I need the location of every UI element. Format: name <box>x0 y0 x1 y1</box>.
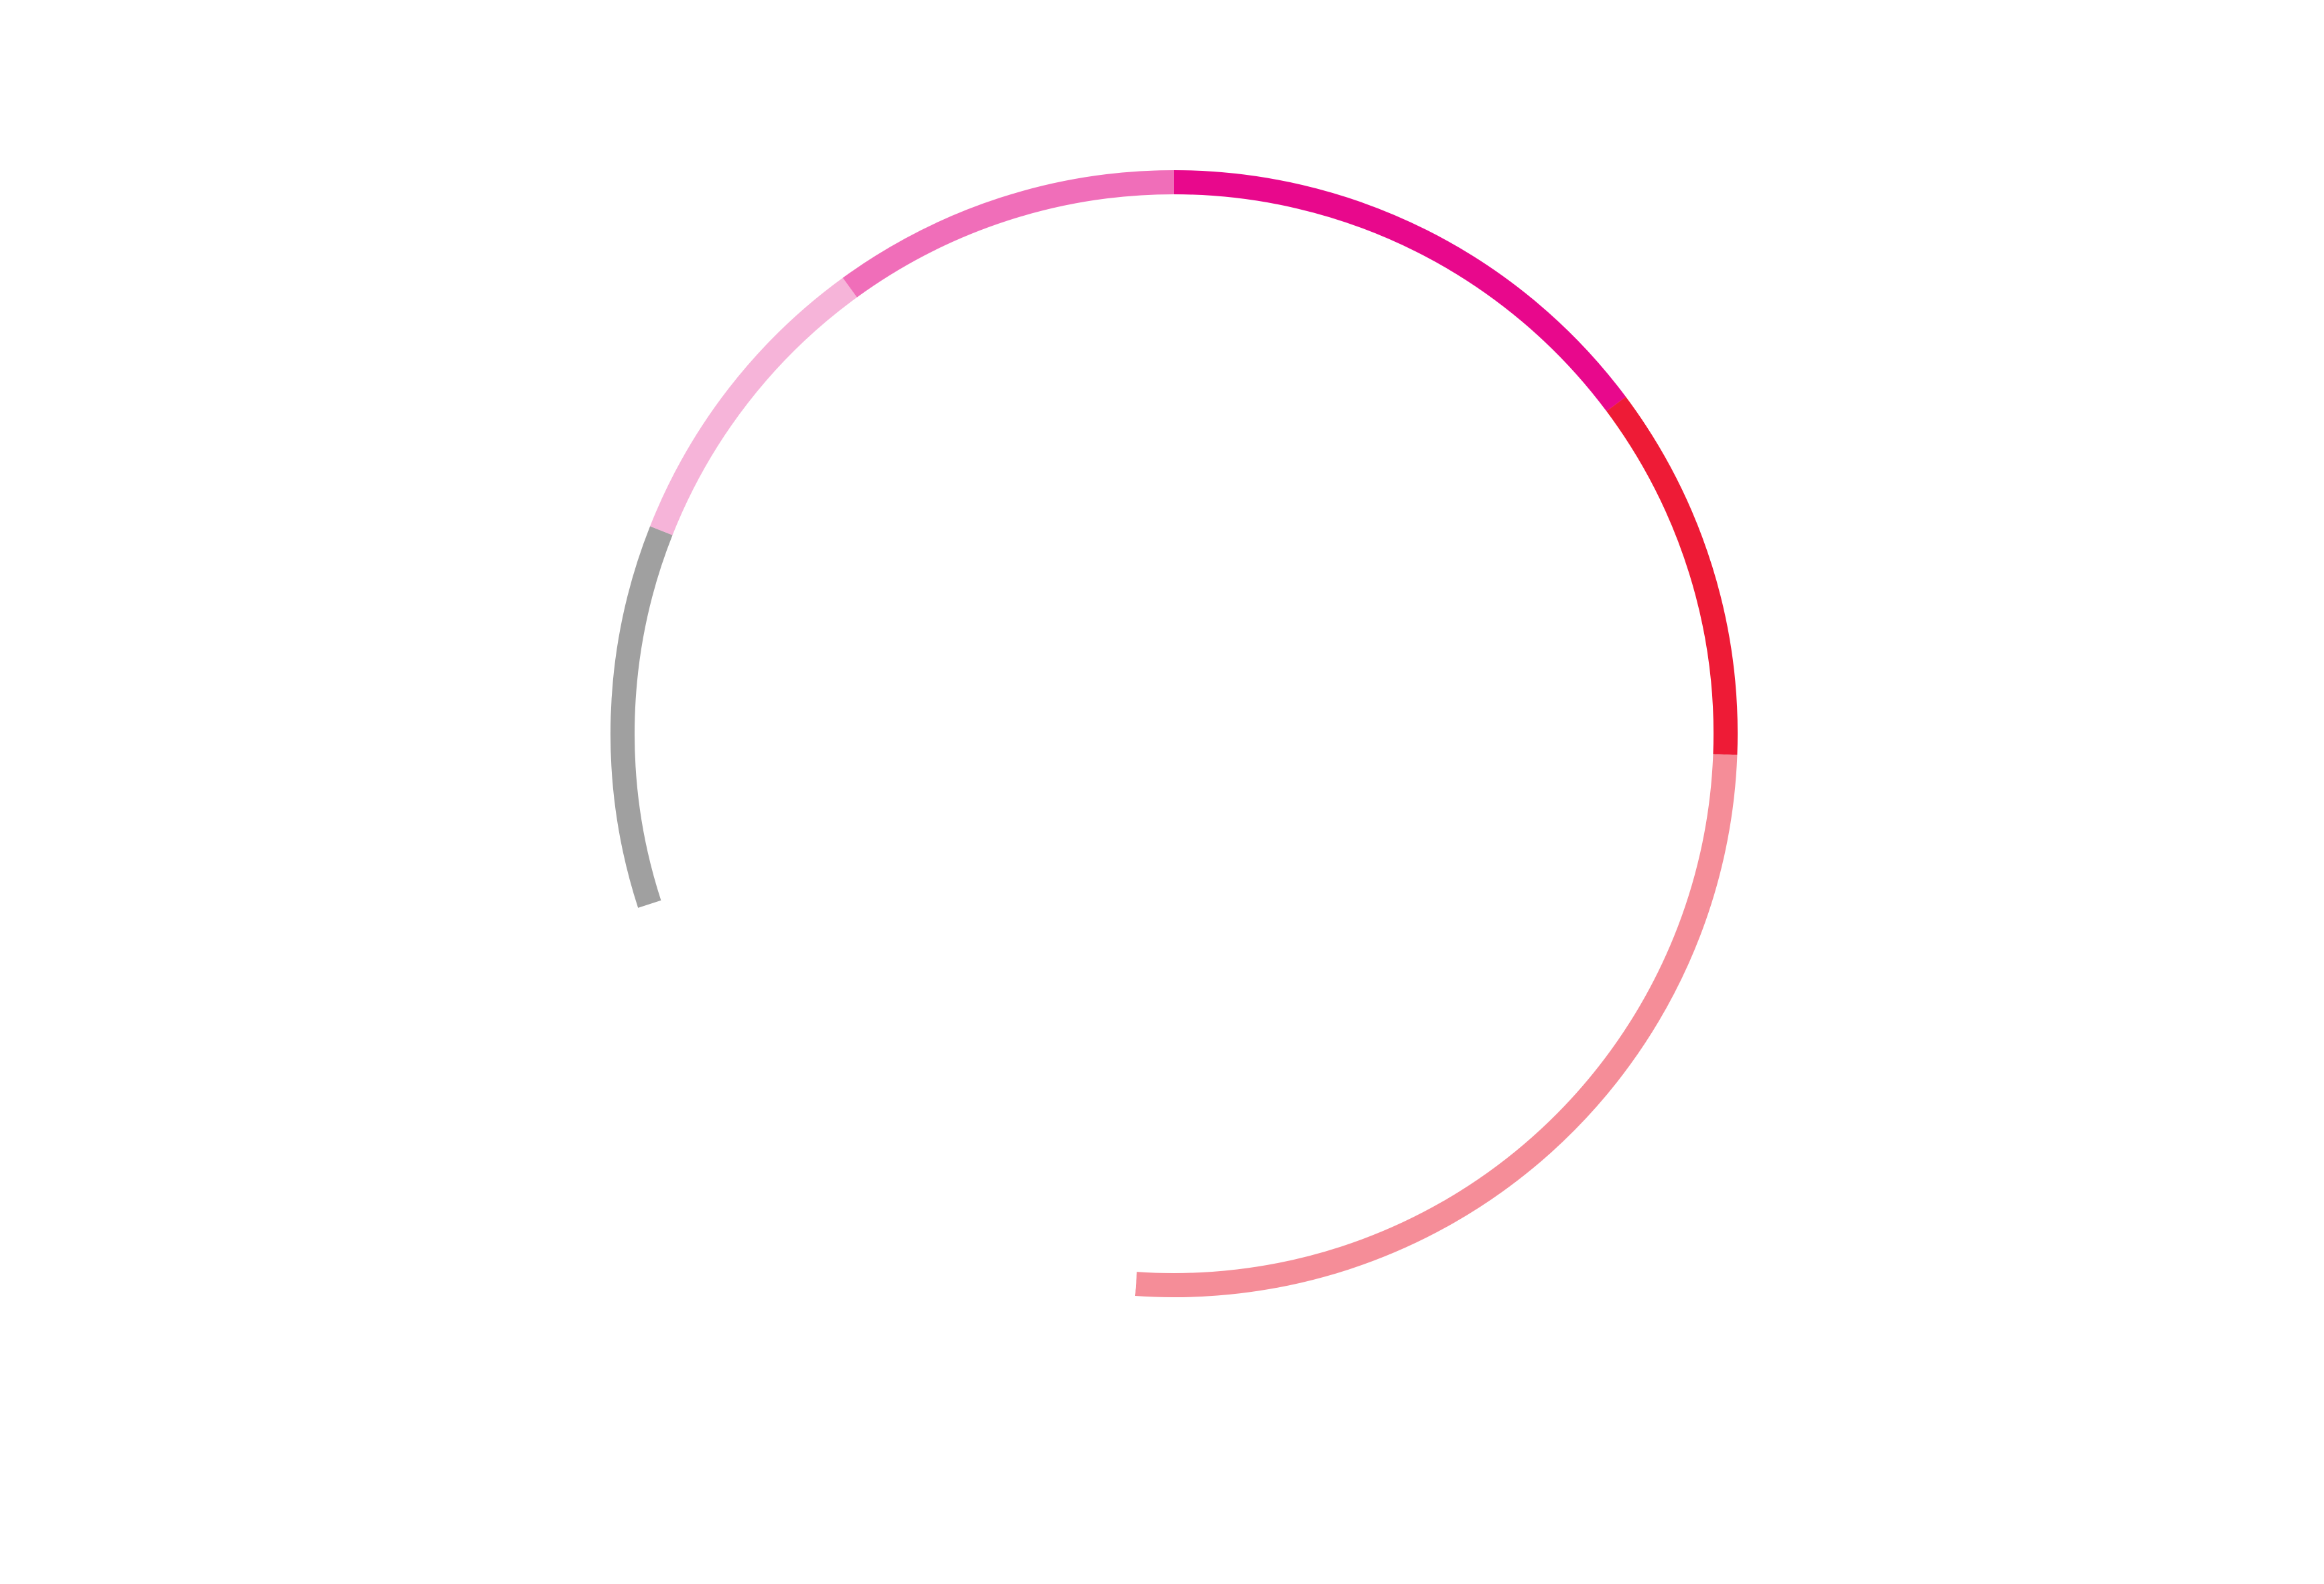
ring-segment-7 <box>842 170 1175 298</box>
ring-segment-5 <box>610 526 673 908</box>
ring-segment-2 <box>1606 397 1738 755</box>
ring-segment-4 <box>638 900 1137 1296</box>
ring-segment-3 <box>1135 754 1738 1297</box>
ring-segment-1 <box>1173 170 1626 411</box>
ring-segments <box>610 170 1738 1297</box>
ring-segment-6 <box>650 277 857 535</box>
